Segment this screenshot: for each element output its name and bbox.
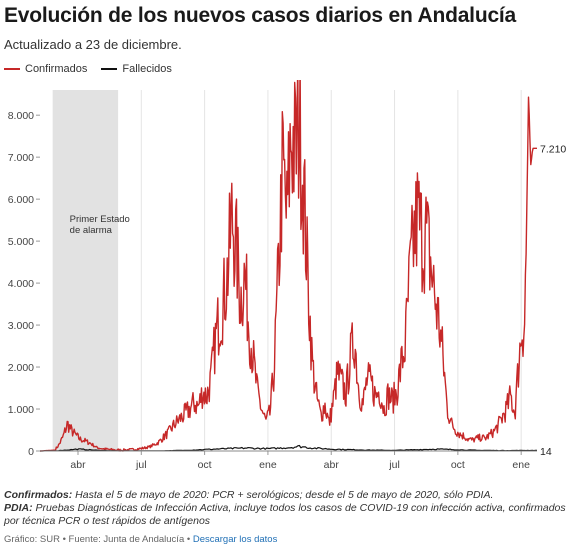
- legend-swatch-confirmados: [4, 68, 20, 70]
- grid-layer: [77, 90, 522, 451]
- chart-footer: Gráfico: SUR • Fuente: Junta de Andalucí…: [4, 534, 277, 545]
- alarm-period-shade: [52, 90, 119, 451]
- legend-label-fallecidos: Fallecidos: [122, 63, 172, 75]
- y-tick-label: 4.000: [8, 278, 34, 290]
- y-tick-label: 6.000: [8, 194, 34, 206]
- y-tick-label: 0: [28, 446, 34, 458]
- y-tick-label: 8.000: [8, 110, 34, 122]
- note-confirmados-label: Confirmados:: [4, 489, 73, 501]
- legend-item-confirmados: Confirmados: [4, 63, 87, 75]
- y-tick-label: 2.000: [8, 362, 34, 374]
- chart-title: Evolución de los nuevos casos diarios en…: [4, 4, 517, 27]
- last-value-confirmados: 7.210: [540, 143, 566, 155]
- y-tick-label: 5.000: [8, 236, 34, 248]
- note-pdia: PDIA: Pruebas Diagnósticas de Infección …: [4, 502, 570, 528]
- note-pdia-text: Pruebas Diagnósticas de Infección Activa…: [4, 502, 566, 527]
- x-tick-label: ene: [259, 459, 277, 471]
- chart-notes: Confirmados: Hasta el 5 de mayo de 2020:…: [4, 489, 570, 528]
- axis-layer: 0 1.000 2.000 3.000 4.000 5.000 6.000 7.000 8.00…: [8, 110, 567, 471]
- last-value-fallecidos: 14: [540, 446, 552, 458]
- chart-legend: Confirmados Fallecidos: [4, 63, 172, 75]
- annotation-label-line1: Primer Estado: [70, 214, 130, 225]
- note-confirmados: Confirmados: Hasta el 5 de mayo de 2020:…: [4, 489, 570, 502]
- annotation-label-line2: de alarma: [70, 225, 113, 236]
- note-confirmados-text: Hasta el 5 de mayo de 2020: PCR + seroló…: [75, 489, 494, 501]
- footer-credit: Gráfico: SUR • Fuente: Junta de Andalucí…: [4, 534, 191, 545]
- y-tick-label: 3.000: [8, 320, 34, 332]
- x-tick-label: jul: [135, 459, 147, 471]
- download-data-link[interactable]: Descargar los datos: [192, 534, 278, 545]
- x-tick-label: abr: [324, 459, 340, 471]
- note-pdia-label: PDIA:: [4, 502, 33, 514]
- y-tick-label: 7.000: [8, 152, 34, 164]
- x-tick-label: oct: [198, 459, 212, 471]
- chart-subtitle: Actualizado a 23 de diciembre.: [4, 37, 182, 52]
- y-tick-label: 1.000: [8, 404, 34, 416]
- legend-item-fallecidos: Fallecidos: [101, 63, 172, 75]
- x-tick-label: jul: [388, 459, 400, 471]
- x-tick-label: oct: [451, 459, 465, 471]
- x-tick-label: ene: [512, 459, 530, 471]
- x-tick-label: abr: [70, 459, 86, 471]
- legend-label-confirmados: Confirmados: [25, 63, 88, 75]
- legend-swatch-fallecidos: [101, 68, 118, 70]
